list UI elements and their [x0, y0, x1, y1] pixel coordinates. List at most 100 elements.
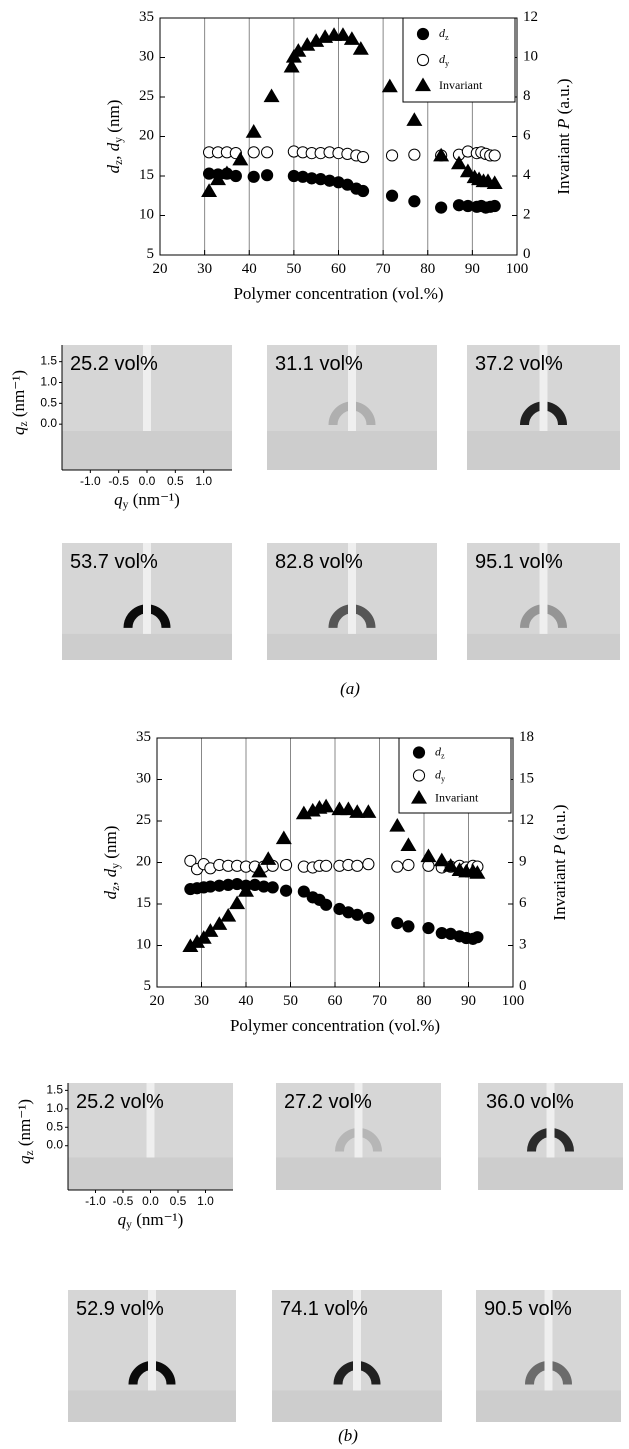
circle-marker — [184, 854, 197, 867]
y2-tick-label: 3 — [519, 937, 527, 953]
pattern-label: 95.1 vol% — [475, 551, 563, 573]
pattern-y-label: qz (nm⁻¹) — [9, 370, 30, 435]
plot-frame — [156, 737, 514, 988]
pattern-label: 25.2 vol% — [70, 353, 158, 375]
x-axis-label: Polymer concentration (vol.%) — [230, 1016, 440, 1035]
pattern-shade — [62, 431, 232, 470]
pattern-y-tick-label: 1.5 — [46, 1083, 63, 1097]
y-tick-label: 10 — [136, 937, 151, 953]
y-tick-label: 30 — [139, 49, 154, 65]
pattern-label: 31.1 vol% — [275, 353, 363, 375]
circle-marker — [488, 149, 501, 162]
triangle-marker — [450, 155, 467, 170]
y-tick-label: 15 — [139, 167, 154, 183]
circle-marker — [391, 860, 404, 873]
pattern-x-tick-label: 1.0 — [197, 1194, 214, 1208]
legend-label: dy — [435, 767, 446, 783]
triangle-marker — [238, 883, 254, 897]
x-axis-label: Polymer concentration (vol.%) — [233, 284, 443, 303]
circle-marker — [385, 189, 399, 202]
triangle-marker — [352, 41, 369, 55]
circle-marker — [408, 195, 421, 208]
pattern-label: 74.1 vol% — [280, 1298, 368, 1320]
circle-marker — [351, 859, 364, 872]
pattern-x-tick-label: 0.5 — [167, 474, 184, 488]
circle-marker — [320, 898, 333, 911]
circle-marker — [351, 908, 364, 921]
pattern-shade — [478, 1157, 623, 1190]
x-tick-label: 70 — [372, 993, 387, 1009]
triangle-marker — [360, 804, 377, 818]
pattern-x-tick-label: -1.0 — [85, 1194, 106, 1208]
pattern-label: 37.2 vol% — [475, 353, 563, 375]
x-tick-label: 40 — [242, 261, 257, 277]
x-tick-label: 50 — [286, 261, 301, 277]
circle-marker — [356, 150, 370, 164]
pattern-x-tick-label: -0.5 — [108, 474, 129, 488]
triangle-marker — [389, 818, 406, 832]
pattern-label: 53.7 vol% — [70, 551, 158, 573]
pattern-y-tick-label: 0.0 — [40, 416, 57, 430]
y2-axis-label: Invariant P (a.u.) — [550, 804, 569, 920]
triangle-marker — [202, 923, 219, 937]
y2-tick-label: 6 — [523, 128, 531, 144]
y2-tick-label: 12 — [519, 812, 534, 828]
beam-stop — [539, 543, 548, 634]
caption: (b) — [338, 1426, 358, 1445]
pattern-label: 27.2 vol% — [284, 1091, 372, 1113]
y-tick-label: 35 — [136, 729, 151, 745]
circle-marker — [297, 885, 310, 898]
circle-marker — [488, 199, 501, 213]
x-tick-label: 90 — [461, 993, 476, 1009]
beam-stop — [539, 345, 548, 431]
pattern-y-tick-label: 0.5 — [46, 1119, 63, 1133]
y2-tick-label: 18 — [519, 729, 534, 745]
x-tick-label: 100 — [506, 261, 529, 277]
legend-label: dz — [435, 744, 445, 760]
pattern-y-tick-label: 1.5 — [40, 354, 57, 368]
triangle-marker — [340, 801, 357, 816]
y-tick-label: 25 — [136, 812, 151, 828]
y2-tick-label: 8 — [523, 88, 531, 104]
triangle-marker — [459, 163, 476, 178]
triangle-marker — [245, 124, 262, 138]
legend-marker — [416, 27, 430, 41]
beam-stop — [544, 1290, 553, 1391]
pattern-label: 52.9 vol% — [76, 1298, 164, 1320]
pattern-shade — [467, 431, 620, 470]
circle-marker — [266, 881, 279, 894]
pattern-x-tick-label: -1.0 — [80, 474, 101, 488]
pattern-x-tick-label: 1.0 — [195, 474, 212, 488]
y2-tick-label: 12 — [523, 9, 538, 25]
triangle-marker — [251, 863, 268, 878]
beam-stop — [546, 1083, 555, 1158]
pattern-x-tick-label: 0.0 — [139, 474, 156, 488]
pattern-label: 82.8 vol% — [275, 551, 363, 573]
circle-marker — [391, 916, 404, 930]
triangle-marker — [232, 151, 249, 166]
x-tick-label: 80 — [417, 993, 432, 1009]
pattern-y-tick-label: 1.0 — [40, 375, 57, 389]
pattern-x-label: qy (nm⁻¹) — [114, 490, 180, 511]
triangle-marker — [275, 830, 292, 845]
pattern-label: 25.2 vol% — [76, 1091, 164, 1113]
x-tick-label: 80 — [420, 261, 435, 277]
triangle-marker — [318, 798, 335, 813]
triangle-marker — [260, 851, 277, 865]
beam-stop — [143, 345, 151, 431]
triangle-marker — [195, 930, 212, 944]
y2-tick-label: 9 — [519, 854, 527, 870]
legend-label: Invariant — [439, 78, 483, 92]
circle-marker — [279, 884, 293, 897]
circle-marker — [435, 201, 448, 214]
pattern-y-tick-label: 0.5 — [40, 396, 57, 410]
y2-tick-label: 2 — [523, 207, 531, 223]
pattern-x-tick-label: -0.5 — [113, 1194, 134, 1208]
circle-marker — [422, 921, 435, 935]
triangle-marker — [334, 27, 351, 41]
circle-marker — [402, 858, 415, 872]
y2-tick-label: 4 — [523, 167, 531, 183]
beam-stop — [353, 1290, 361, 1391]
pattern-label: 90.5 vol% — [484, 1298, 572, 1320]
